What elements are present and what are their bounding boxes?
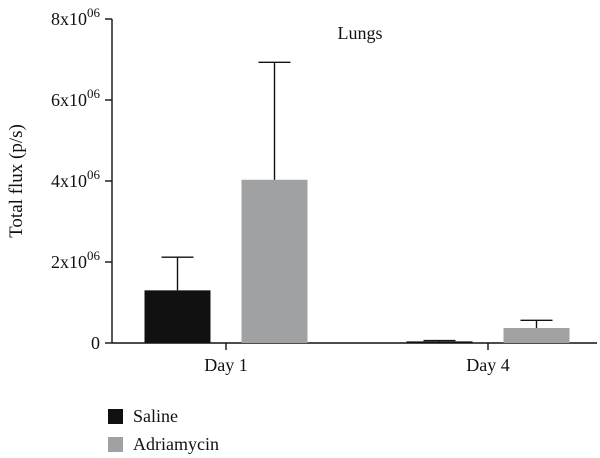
legend-swatch-saline xyxy=(108,408,123,424)
bar-adriamycin-day-1 xyxy=(241,179,308,343)
y-tick-label-4: 8x1006 xyxy=(51,5,101,29)
x-tick-label-1: Day 4 xyxy=(466,355,510,375)
bar-saline-day-1 xyxy=(144,290,211,343)
legend-label-adriamycin: Adriamycin xyxy=(133,433,219,454)
legend-item-adriamycin: Adriamycin xyxy=(108,430,219,458)
legend-item-saline: Saline xyxy=(108,402,219,430)
legend-swatch-adriamycin xyxy=(108,436,123,452)
y-tick-label-0: 0 xyxy=(91,333,100,353)
y-tick-label-3: 6x1006 xyxy=(51,86,101,110)
chart-title: Lungs xyxy=(338,23,383,43)
bar-saline-day-4 xyxy=(406,341,473,343)
bar-adriamycin-day-4 xyxy=(503,328,570,343)
y-tick-label-2: 4x1006 xyxy=(51,167,101,191)
y-tick-label-1: 2x1006 xyxy=(51,248,101,272)
legend: Saline Adriamycin xyxy=(108,402,219,458)
y-axis-label: Total flux (p/s) xyxy=(6,124,27,238)
x-tick-label-0: Day 1 xyxy=(204,355,248,375)
legend-label-saline: Saline xyxy=(133,405,178,426)
